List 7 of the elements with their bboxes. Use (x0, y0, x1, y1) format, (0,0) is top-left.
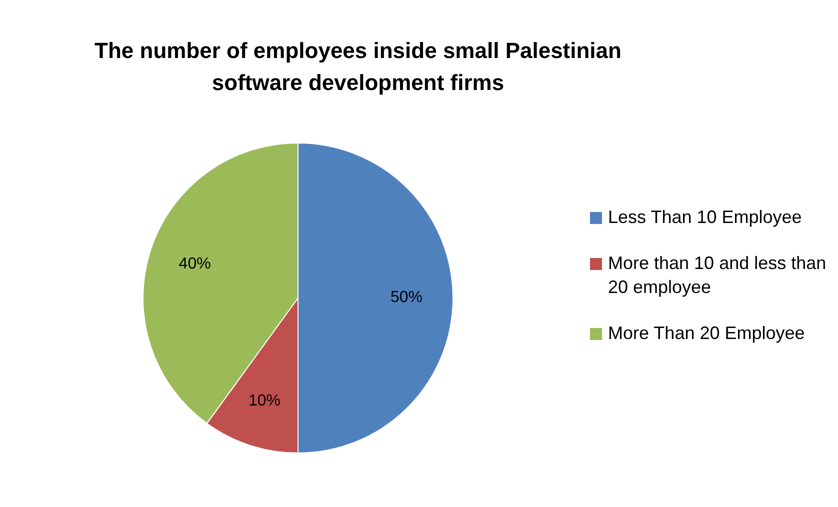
chart-title: The number of employees inside small Palestinian software development firms (94, 38, 622, 95)
data-label: 40% (178, 256, 211, 273)
legend-label: More than 10 and less than 20 employee (608, 252, 826, 297)
legend-label: More Than 20 Employee (608, 322, 805, 343)
legend-label: Less Than 10 Employee (608, 206, 802, 227)
data-label: 10% (248, 392, 280, 410)
data-label: 50% (390, 289, 423, 306)
